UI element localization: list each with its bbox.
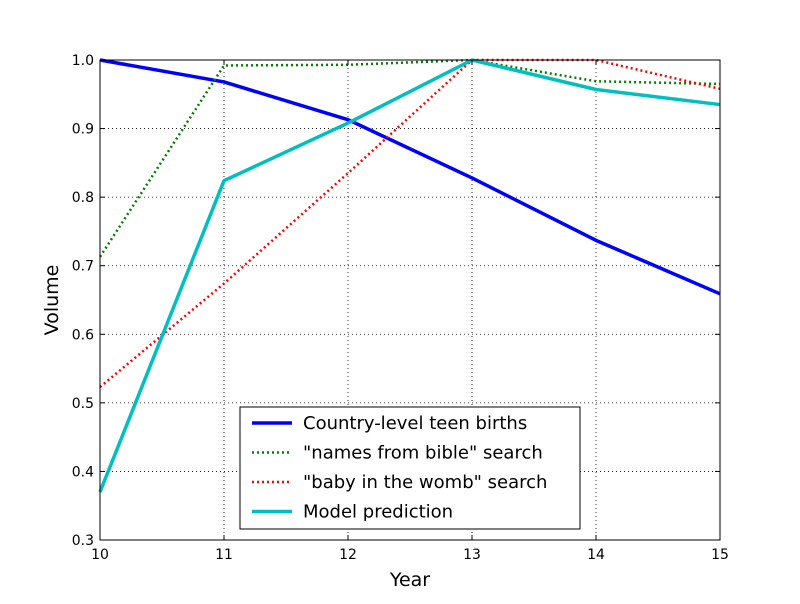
legend-label-3: "baby in the womb" search xyxy=(303,472,547,493)
grid-lines xyxy=(100,60,720,540)
axis-ticks: 10 11 12 13 14 15 0.3 0.4 0.5 0.6 0.7 0.8 0.9 1.0 xyxy=(72,53,729,563)
y-tick-label: 0.7 xyxy=(72,259,94,275)
y-tick-label: 0.9 xyxy=(72,122,94,138)
y-axis-title: Volume xyxy=(41,265,63,336)
legend-label-1: Country-level teen births xyxy=(303,413,527,434)
series-line-3 xyxy=(99,58,721,389)
y-tick-label: 1.0 xyxy=(72,53,94,69)
legend-label-4: Model prediction xyxy=(303,502,453,523)
legend-box xyxy=(239,406,581,530)
x-tick-label: 11 xyxy=(215,547,233,563)
plot-frame xyxy=(99,59,721,541)
x-tick-label: 10 xyxy=(91,547,109,563)
x-tick-label: 14 xyxy=(587,547,605,563)
y-tick-label: 0.8 xyxy=(72,190,94,206)
y-tick-label: 0.4 xyxy=(72,464,94,480)
series-line-1 xyxy=(99,58,721,296)
legend-label-2: "names from bible" search xyxy=(303,443,543,464)
x-axis-title: Year xyxy=(389,569,430,591)
x-tick-label: 13 xyxy=(463,547,481,563)
legend: Country-level teen births "names from bib… xyxy=(239,406,581,530)
x-tick-label: 12 xyxy=(339,547,357,563)
y-tick-label: 0.6 xyxy=(72,327,94,343)
y-tick-label: 0.3 xyxy=(72,533,94,549)
series-line-4 xyxy=(98,58,721,493)
y-tick-label: 0.5 xyxy=(72,396,94,412)
x-tick-label: 15 xyxy=(711,547,729,563)
data-series xyxy=(98,58,721,493)
